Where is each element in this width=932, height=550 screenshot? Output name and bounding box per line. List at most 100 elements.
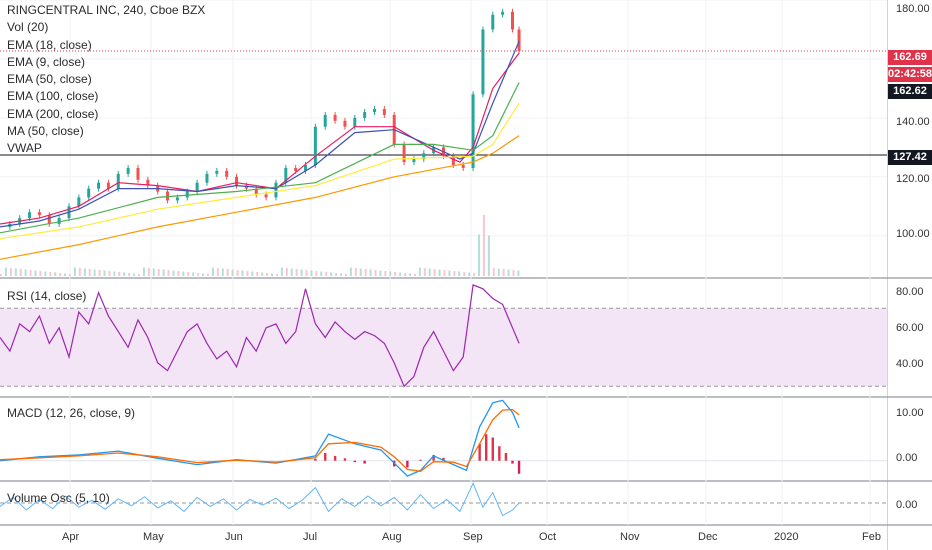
time-axis-tick: Oct: [539, 531, 557, 543]
macd-histogram-bar: [491, 437, 494, 461]
volume-bar: [0, 274, 2, 276]
volume-osc-label: Volume Osc (5, 10): [7, 491, 110, 505]
volume-bar: [221, 268, 224, 276]
signal-line: [0, 408, 520, 472]
legend-ema100: EMA (100, close): [7, 89, 99, 104]
candle-body: [215, 170, 219, 174]
volume-osc-axis-tick: 0.00: [896, 499, 918, 511]
volume-osc-line: [0, 482, 520, 517]
candle-body: [235, 176, 239, 186]
candle-body: [37, 212, 41, 216]
macd-histogram-bar: [406, 460, 409, 468]
volume-bar: [261, 272, 264, 276]
volume-bar: [64, 273, 67, 276]
volume-bar: [512, 270, 515, 276]
volume-bar: [187, 272, 190, 276]
volume-bar: [167, 270, 170, 276]
candle-body: [333, 114, 337, 121]
volume-bar: [137, 274, 140, 276]
legend-ema200: EMA (200, close): [7, 106, 99, 121]
volume-bar: [463, 272, 466, 276]
candle-body: [412, 159, 416, 163]
ma-line: [0, 52, 520, 225]
volume-bar: [473, 273, 476, 276]
candle-body: [185, 191, 189, 198]
volume-bar: [147, 268, 150, 276]
macd-histogram-bar: [419, 459, 422, 461]
volume-bar: [502, 269, 505, 276]
rsi-label: RSI (14, close): [7, 289, 87, 303]
candle-body: [323, 114, 327, 127]
legend-ema18: EMA (18, close): [7, 37, 92, 52]
legend-vwap: VWAP: [7, 141, 42, 156]
rsi-axis-tick: 60.00: [896, 322, 924, 334]
volume-bar: [113, 271, 116, 276]
time-axis-tick: May: [143, 531, 164, 543]
volume-bar: [231, 269, 234, 276]
volume-bar: [49, 272, 52, 276]
candle-body: [313, 126, 317, 166]
price-axis-tick: 180.00: [896, 3, 930, 15]
legend-ma50: MA (50, close): [7, 124, 84, 139]
volume-bar: [423, 268, 426, 276]
ma-line: [0, 82, 520, 234]
volume-bar: [103, 270, 106, 276]
candle-body: [471, 94, 475, 168]
volume-bar: [413, 274, 416, 276]
volume-bar: [290, 268, 293, 276]
volume-bar: [34, 270, 37, 276]
volume-bar: [177, 271, 180, 276]
volume-bar: [404, 273, 407, 276]
volume-bar: [438, 269, 441, 276]
volume-bar: [428, 268, 431, 276]
volume-bar: [443, 270, 446, 276]
volume-bar: [458, 271, 461, 276]
macd-histogram-bar: [333, 455, 337, 461]
volume-bar: [78, 268, 81, 276]
volume-bar: [340, 273, 343, 276]
macd-histogram-bar: [478, 443, 481, 461]
volume-bar: [251, 271, 254, 276]
candle-body: [382, 109, 386, 115]
candle-body: [126, 167, 130, 174]
macd-histogram-bar: [324, 452, 327, 461]
volume-bar: [192, 272, 195, 276]
last-price-badge: 162.69: [888, 50, 932, 65]
volume-bar: [211, 267, 214, 276]
macd-histogram-bar: [517, 460, 521, 474]
volume-bar: [477, 234, 480, 276]
candle-body: [77, 197, 81, 207]
volume-bar: [202, 273, 205, 276]
candle-body: [106, 182, 110, 189]
rsi-axis-tick: 80.00: [896, 286, 924, 298]
volume-bar: [24, 269, 27, 276]
volume-bar: [172, 270, 175, 276]
volume-bar: [354, 268, 357, 276]
volume-bar: [325, 272, 328, 276]
volume-bar: [162, 269, 165, 276]
candle-body: [264, 194, 268, 198]
time-axis-tick: Dec: [698, 531, 718, 543]
volume-bar: [399, 272, 402, 276]
volume-bar: [418, 267, 421, 276]
volume-bar: [349, 267, 352, 276]
candle-body: [517, 29, 521, 52]
volume-bar: [517, 270, 520, 276]
candle-body: [244, 185, 248, 189]
volume-bar: [374, 270, 377, 276]
countdown-badge: 02:42:58: [888, 67, 932, 82]
macd-histogram-bar: [353, 460, 356, 463]
volume-bar: [433, 269, 436, 276]
volume-bar: [128, 273, 131, 276]
macd-histogram-bar: [343, 458, 347, 461]
chart-title: RINGCENTRAL INC, 240, Cboe BZX: [7, 3, 206, 17]
volume-bar: [206, 274, 209, 276]
legend-ema9: EMA (9, close): [7, 54, 86, 69]
candle-body: [175, 197, 179, 201]
volume-bar: [39, 271, 42, 276]
volume-bar: [305, 270, 308, 276]
volume-bar: [497, 268, 500, 276]
volume-bar: [369, 269, 372, 276]
candle-body: [28, 212, 32, 219]
